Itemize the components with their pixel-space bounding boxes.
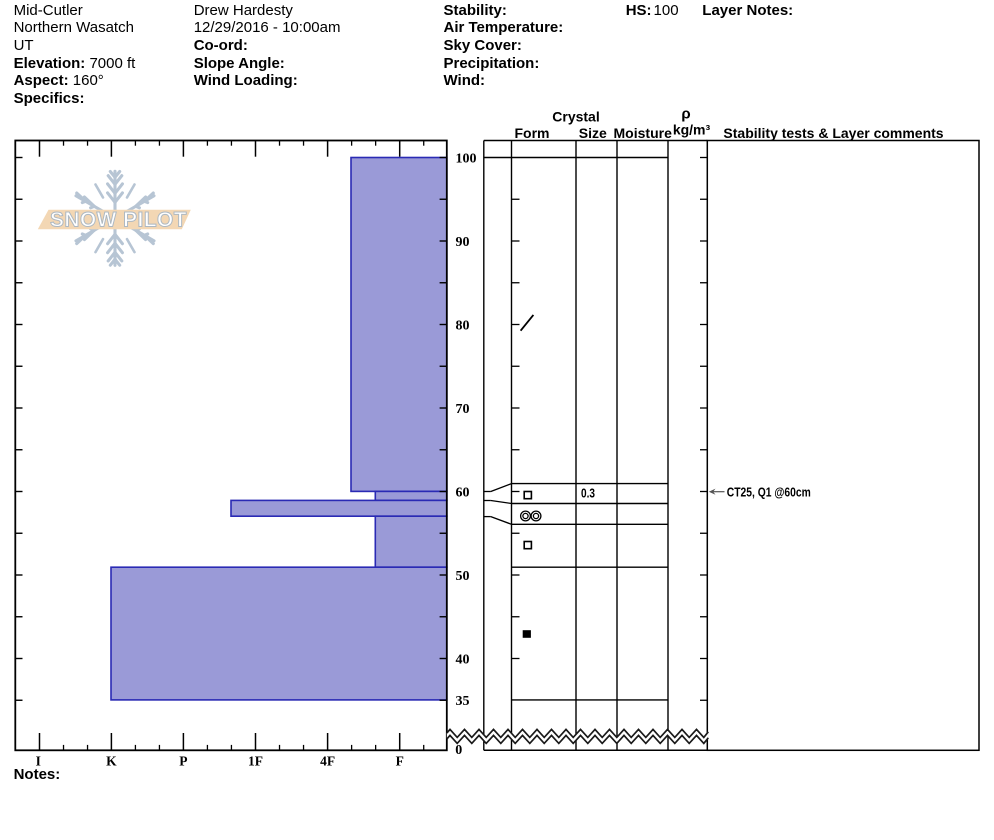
svg-text:ρ: ρ: [681, 106, 690, 123]
svg-text:60: 60: [456, 485, 470, 500]
svg-text:4F: 4F: [320, 754, 335, 769]
svg-text:0.3: 0.3: [581, 486, 595, 500]
svg-text:35: 35: [456, 694, 470, 709]
svg-text:CT25, Q1 @60cm: CT25, Q1 @60cm: [727, 485, 811, 499]
svg-text:50: 50: [456, 569, 470, 584]
svg-text:SNOW PILOT: SNOW PILOT: [50, 208, 187, 232]
svg-text:1F: 1F: [248, 754, 263, 769]
svg-text:I: I: [36, 754, 41, 769]
svg-text:F: F: [396, 754, 404, 769]
svg-text:P: P: [179, 754, 187, 769]
svg-text:Form: Form: [515, 125, 550, 141]
svg-text:0: 0: [455, 743, 462, 758]
svg-text:kg/m³: kg/m³: [673, 121, 711, 137]
svg-text:80: 80: [456, 318, 470, 333]
svg-text:Size: Size: [579, 125, 607, 141]
svg-text:100: 100: [456, 151, 477, 166]
svg-text:Crystal: Crystal: [552, 109, 599, 125]
svg-text:K: K: [106, 754, 117, 769]
svg-text:40: 40: [456, 652, 470, 667]
svg-text:70: 70: [456, 402, 470, 417]
svg-text:90: 90: [456, 235, 470, 250]
svg-text:Moisture: Moisture: [614, 125, 673, 141]
svg-text:Stability tests & Layer commen: Stability tests & Layer comments: [723, 125, 943, 141]
